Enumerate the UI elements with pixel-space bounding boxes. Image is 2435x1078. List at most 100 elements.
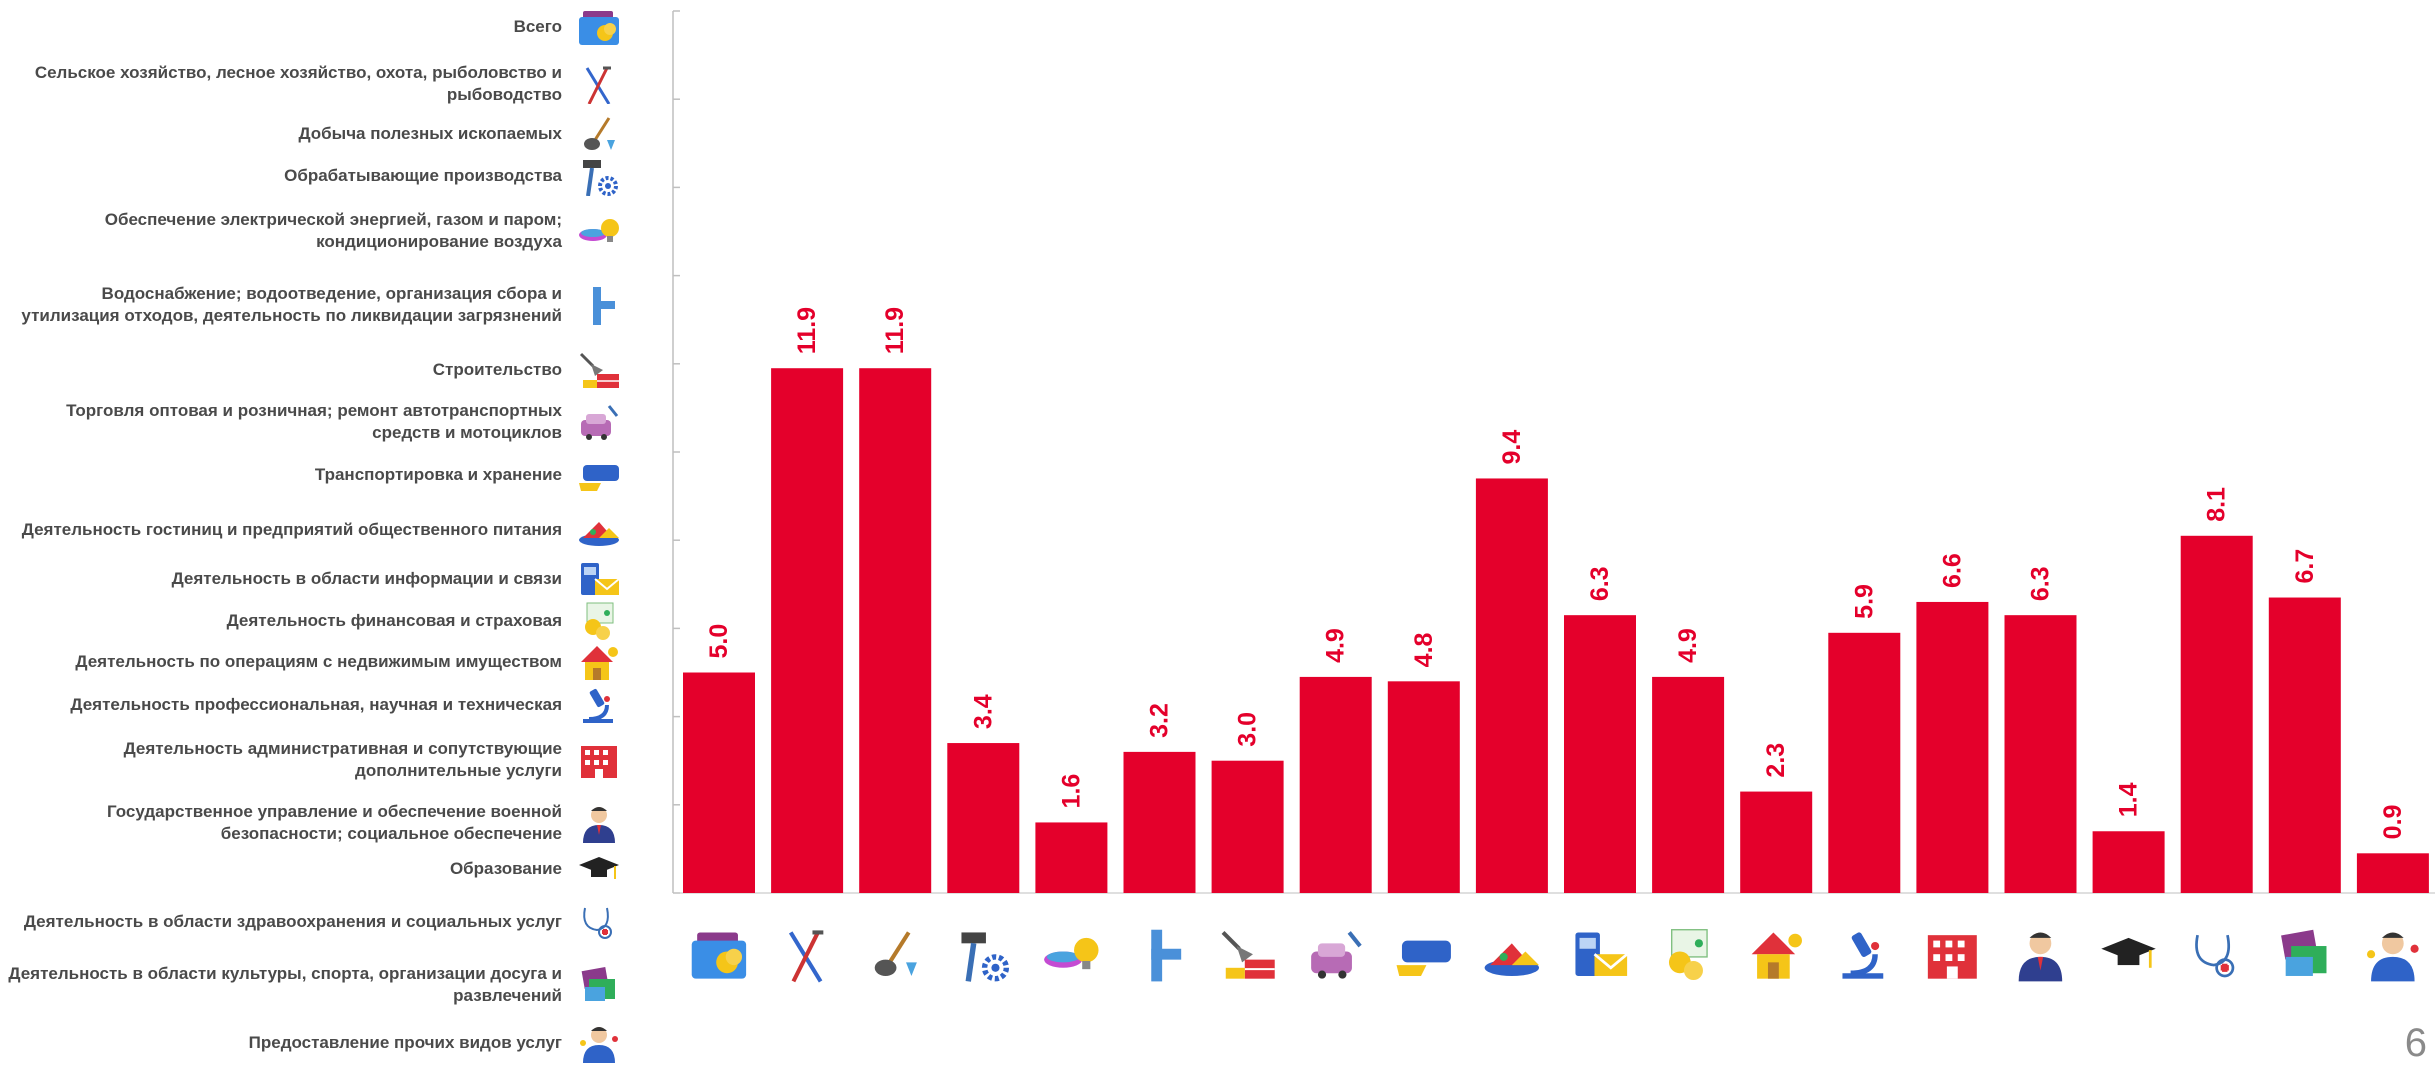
category-legend: Всего Сельское хозяйство, лесное хозяйств… bbox=[0, 0, 640, 1066]
bar-value-label: 4.9 bbox=[1322, 628, 1350, 663]
graduation-cap-icon bbox=[2101, 937, 2156, 968]
bar-value-label: 3.4 bbox=[969, 694, 997, 729]
bar-value-label: 9.4 bbox=[1498, 430, 1526, 465]
stethoscope-icon bbox=[2195, 934, 2235, 978]
bar-value-label: 5.0 bbox=[705, 624, 733, 659]
legend-item: Всего bbox=[0, 0, 640, 62]
house-icon bbox=[1751, 932, 1802, 979]
bar-value-label: 11.9 bbox=[793, 307, 821, 354]
bar-value-label: 4.8 bbox=[1410, 632, 1438, 667]
legend-item: Обеспечение электрической энергией, газо… bbox=[0, 196, 640, 266]
pitchfork-tools-icon bbox=[788, 930, 824, 983]
shovel-gem-icon bbox=[576, 114, 622, 154]
legend-item: Транспортировка и хранение bbox=[0, 440, 640, 510]
microscope-icon bbox=[1842, 932, 1884, 979]
bar-value-label: 6.6 bbox=[1938, 553, 1966, 588]
house-icon bbox=[576, 642, 622, 682]
legend-item: Деятельность гостиниц и предприятий обще… bbox=[0, 495, 640, 565]
legend-label: Деятельность в области здравоохранения и… bbox=[23, 912, 562, 931]
bar-value-label: 3.0 bbox=[1234, 712, 1262, 747]
finance-coins-icon bbox=[1668, 929, 1708, 981]
legend-label: Всего bbox=[513, 17, 562, 36]
legend-label: Деятельность по операциям с недвижимым и… bbox=[75, 652, 562, 671]
bar bbox=[947, 743, 1020, 893]
service-person-icon bbox=[576, 1023, 622, 1063]
trowel-brick-icon bbox=[576, 350, 622, 390]
legend-item: Деятельность по операциям с недвижимым и… bbox=[0, 627, 640, 697]
pipe-icon bbox=[576, 285, 622, 325]
legend-label: Водоснабжение; водоотведение, организаци… bbox=[21, 284, 562, 325]
legend-label: Транспортировка и хранение bbox=[314, 465, 562, 484]
bar-value-label: 6.3 bbox=[1586, 566, 1614, 601]
legend-item: Добыча полезных ископаемых bbox=[0, 99, 640, 169]
legend-label: Предоставление прочих видов услуг bbox=[248, 1033, 562, 1052]
legend-label: Обеспечение электрической энергией, газо… bbox=[104, 210, 562, 251]
office-building-icon bbox=[1927, 935, 1977, 979]
legend-item: Деятельность административная и сопутств… bbox=[0, 725, 640, 795]
stethoscope-icon bbox=[576, 902, 622, 942]
legend-label: Деятельность финансовая и страховая bbox=[226, 611, 562, 630]
bar bbox=[1828, 632, 1901, 893]
car-wrench-icon bbox=[1311, 931, 1362, 979]
legend-label: Строительство bbox=[432, 360, 562, 379]
bar-value-label: 1.6 bbox=[1057, 774, 1085, 809]
bar bbox=[1475, 478, 1548, 893]
truck-icon bbox=[1396, 940, 1451, 976]
bar bbox=[1916, 601, 1989, 893]
bar-value-label: 1.4 bbox=[2115, 782, 2143, 817]
legend-item: Водоснабжение; водоотведение, организаци… bbox=[0, 270, 640, 340]
service-person-icon bbox=[2366, 932, 2419, 982]
bar bbox=[1123, 751, 1196, 893]
food-dish-icon bbox=[1484, 943, 1540, 976]
trowel-brick-icon bbox=[1221, 930, 1275, 979]
folder-coins-icon bbox=[691, 932, 747, 979]
bar bbox=[683, 672, 755, 893]
legend-label: Деятельность административная и сопутств… bbox=[123, 739, 562, 780]
bar-value-label: 8.1 bbox=[2203, 487, 2231, 522]
bar bbox=[1740, 791, 1813, 893]
legend-label: Добыча полезных ископаемых bbox=[298, 124, 562, 143]
office-building-icon bbox=[576, 740, 622, 780]
legend-label: Образование bbox=[449, 859, 562, 878]
legend-label: Деятельность в области культуры, спорта,… bbox=[8, 964, 562, 1005]
folder-coins-icon bbox=[576, 7, 622, 47]
bar bbox=[771, 368, 844, 894]
bar bbox=[1564, 615, 1636, 893]
bar bbox=[2268, 597, 2341, 893]
legend-item: Деятельность финансовая и страховая bbox=[0, 586, 640, 656]
legend-label: Деятельность профессиональная, научная и… bbox=[70, 695, 562, 714]
bar bbox=[2356, 853, 2429, 893]
legend-item: Обрабатывающие производства bbox=[0, 141, 640, 211]
graduation-cap-icon bbox=[576, 849, 622, 889]
hammer-gear-icon bbox=[576, 156, 622, 197]
official-person-icon bbox=[2018, 932, 2063, 982]
legend-item: Торговля оптовая и розничная; ремонт авт… bbox=[0, 387, 640, 457]
bar bbox=[859, 368, 932, 894]
legend-label: Сельское хозяйство, лесное хозяйство, ох… bbox=[34, 63, 562, 104]
bar-value-label: 3.2 bbox=[1146, 703, 1174, 738]
bar-value-label: 6.7 bbox=[2291, 549, 2319, 584]
legend-item: Деятельность в области информации и связ… bbox=[0, 544, 640, 614]
phone-mail-icon bbox=[576, 559, 622, 599]
legend-label: Обрабатывающие производства bbox=[284, 166, 562, 185]
bar-value-label: 5.9 bbox=[1850, 584, 1878, 619]
bar-value-label: 4.9 bbox=[1674, 628, 1702, 663]
legend-label: Торговля оптовая и розничная; ремонт авт… bbox=[66, 401, 562, 442]
legend-item: Строительство bbox=[0, 335, 640, 405]
phone-mail-icon bbox=[1575, 932, 1628, 976]
legend-item: Государственное управление и обеспечение… bbox=[0, 788, 640, 858]
bar bbox=[2092, 831, 2165, 893]
legend-label: Государственное управление и обеспечение… bbox=[106, 802, 562, 843]
shovel-gem-icon bbox=[874, 931, 917, 976]
tickets-icon bbox=[576, 965, 622, 1005]
bar bbox=[1299, 676, 1372, 893]
tickets-icon bbox=[2281, 929, 2327, 976]
hammer-gear-icon bbox=[961, 932, 1010, 982]
car-wrench-icon bbox=[576, 402, 622, 442]
bulb-gas-icon bbox=[576, 211, 622, 251]
food-dish-icon bbox=[576, 510, 622, 550]
bar bbox=[1035, 822, 1108, 893]
legend-item: Деятельность в области здравоохранения и… bbox=[0, 887, 640, 957]
legend-item: Предоставление прочих видов услуг bbox=[0, 1008, 640, 1078]
